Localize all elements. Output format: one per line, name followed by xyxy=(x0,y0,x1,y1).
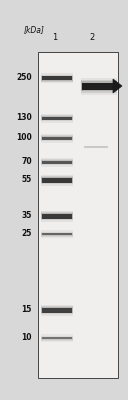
Bar xyxy=(42,178,72,182)
Text: [kDa]: [kDa] xyxy=(24,26,45,34)
Bar xyxy=(41,306,73,314)
Bar xyxy=(41,336,73,340)
Bar xyxy=(41,212,73,220)
Bar xyxy=(41,116,73,120)
Bar xyxy=(41,336,73,340)
Bar xyxy=(42,160,72,164)
Bar xyxy=(41,174,73,186)
Text: 35: 35 xyxy=(22,212,32,220)
Text: 25: 25 xyxy=(22,230,32,238)
Text: 55: 55 xyxy=(22,176,32,184)
Bar xyxy=(41,334,73,342)
Bar xyxy=(38,52,118,378)
Polygon shape xyxy=(113,79,122,93)
Bar xyxy=(41,213,73,219)
Bar xyxy=(42,214,72,218)
Bar xyxy=(42,136,72,140)
Bar xyxy=(42,308,72,312)
Bar xyxy=(42,337,72,339)
Bar xyxy=(41,158,73,166)
Text: 2: 2 xyxy=(89,34,95,42)
Bar xyxy=(41,159,73,165)
Bar xyxy=(41,230,73,238)
Bar xyxy=(42,233,72,235)
Bar xyxy=(41,160,73,164)
Bar xyxy=(81,81,117,91)
Bar xyxy=(41,232,73,236)
Text: 100: 100 xyxy=(16,134,32,142)
Bar xyxy=(41,114,73,122)
Bar xyxy=(41,177,73,183)
Bar xyxy=(42,116,72,120)
Bar xyxy=(41,136,73,140)
Bar xyxy=(41,74,73,82)
Bar xyxy=(81,78,117,94)
Bar xyxy=(42,76,72,80)
Bar xyxy=(41,176,73,184)
Bar xyxy=(41,134,73,142)
Bar xyxy=(41,73,73,83)
Text: 130: 130 xyxy=(16,114,32,122)
Bar xyxy=(41,232,73,236)
Text: 70: 70 xyxy=(21,158,32,166)
Text: 10: 10 xyxy=(22,334,32,342)
Bar xyxy=(41,307,73,313)
Bar xyxy=(81,80,117,92)
Bar xyxy=(41,304,73,316)
Text: 1: 1 xyxy=(52,34,58,42)
Bar xyxy=(82,82,116,90)
Bar xyxy=(84,146,108,148)
Bar xyxy=(41,135,73,141)
Bar xyxy=(41,210,73,222)
Bar xyxy=(41,76,73,80)
Text: 15: 15 xyxy=(22,306,32,314)
Text: 250: 250 xyxy=(16,74,32,82)
Bar xyxy=(41,115,73,121)
